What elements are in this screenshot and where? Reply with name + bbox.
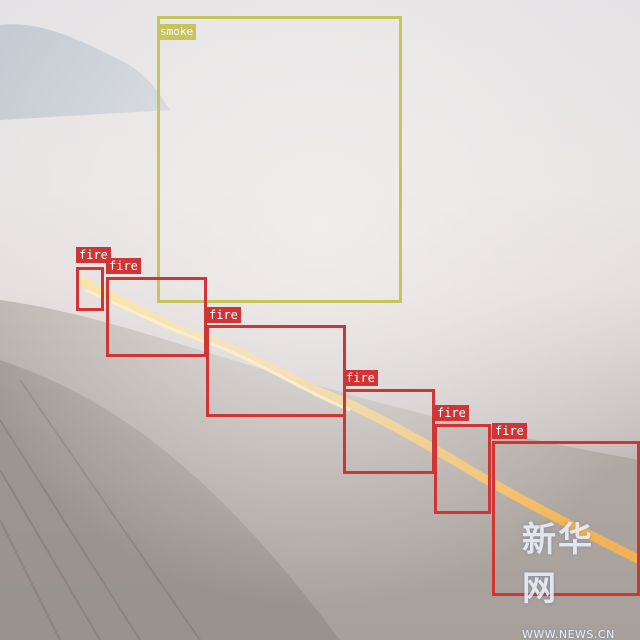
fire-detection-label: fire bbox=[206, 307, 241, 323]
watermark-url: WWW.NEWS.CN bbox=[522, 628, 615, 640]
fire-detection-box bbox=[206, 325, 346, 417]
fire-detection-box bbox=[343, 389, 435, 474]
fire-detection-label: fire bbox=[76, 247, 111, 263]
fire-detection-box bbox=[76, 267, 104, 311]
smoke-detection-box bbox=[157, 16, 402, 303]
smoke-detection-label: smoke bbox=[157, 24, 197, 40]
fire-detection-label: fire bbox=[106, 258, 141, 274]
fire-detection-label: fire bbox=[492, 423, 527, 439]
fire-detection-label: fire bbox=[434, 405, 469, 421]
fire-detection-label: fire bbox=[343, 370, 378, 386]
fire-detection-box bbox=[492, 441, 640, 596]
fire-detection-box bbox=[434, 424, 491, 514]
xinhua-watermark: 新华网 WWW.NEWS.CN bbox=[522, 512, 626, 640]
watermark-logo-text: 新华网 bbox=[522, 520, 594, 609]
fire-detection-box bbox=[106, 277, 207, 357]
